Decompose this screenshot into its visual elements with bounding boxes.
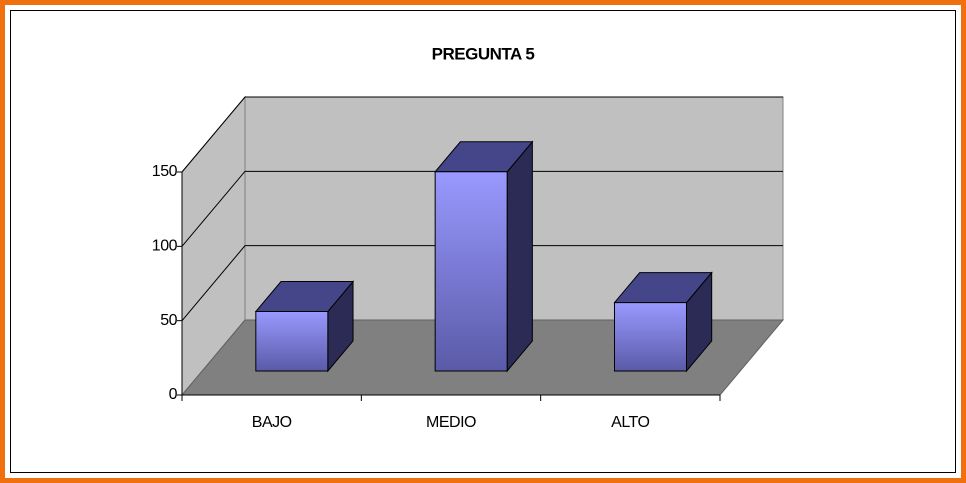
chart-title: PREGUNTA 5 bbox=[432, 44, 535, 63]
inner-frame bbox=[10, 10, 956, 473]
grid-line bbox=[181, 170, 783, 247]
bar-side bbox=[506, 140, 533, 373]
bar bbox=[434, 171, 508, 372]
bar bbox=[613, 302, 687, 372]
y-tick-label: 100 bbox=[152, 238, 178, 255]
grid-line bbox=[181, 96, 783, 173]
x-tick-label: BAJO bbox=[252, 414, 292, 431]
x-tick-label: ALTO bbox=[611, 414, 649, 431]
bar bbox=[255, 311, 329, 372]
y-tick-label: 150 bbox=[152, 163, 178, 180]
y-tick-label: 0 bbox=[169, 386, 178, 403]
grid-line bbox=[181, 245, 783, 321]
x-tick-label: MEDIO bbox=[426, 414, 476, 431]
y-tick-label: 50 bbox=[160, 312, 177, 329]
